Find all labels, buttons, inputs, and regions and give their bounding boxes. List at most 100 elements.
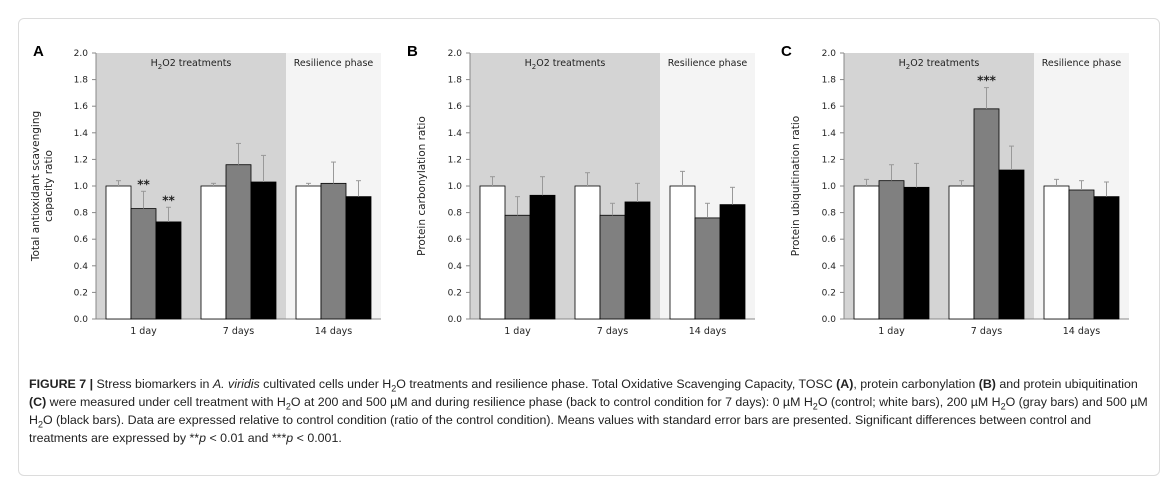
y-tick-label: 1.8 <box>822 76 837 86</box>
caption-text: at 200 and 500 µM and during resilience … <box>300 395 813 409</box>
figure-frame: H2O2 treatments Resilience phase 0.0 0.2 0.4… <box>18 18 1160 476</box>
x-tick-label: 14 days <box>1063 326 1101 337</box>
region-label-resilience: Resilience phase <box>668 58 748 69</box>
caption-ref-b: (B) <box>978 377 996 391</box>
y-axis-label: Protein ubiquitination ratio <box>790 116 802 256</box>
bar <box>574 185 601 320</box>
y-tick-label: 2.0 <box>448 49 463 59</box>
y-tick-label: 0.0 <box>74 315 89 325</box>
caption-text: (control; white bars), 200 µM H <box>827 395 1001 409</box>
y-tick-label: 1.2 <box>822 155 836 165</box>
bar <box>599 214 626 320</box>
caption-p-symbol: p <box>286 431 294 445</box>
x-tick-label: 7 days <box>971 326 1003 337</box>
region-label-treatments: H2O2 treatments <box>899 58 980 71</box>
bar <box>719 204 746 320</box>
caption-subscript: 2 <box>37 419 43 430</box>
y-tick-label: 1.6 <box>822 102 837 112</box>
y-tick-label: 1.0 <box>822 182 837 192</box>
caption-text: were measured under cell treatment with … <box>46 395 286 409</box>
bar <box>1093 196 1120 320</box>
caption-text: and protein ubiquitination <box>995 377 1138 391</box>
y-axis-label: Protein carbonylation ratio <box>416 116 428 256</box>
y-tick-label: 0.6 <box>822 235 837 245</box>
y-tick-label: 2.0 <box>74 49 89 59</box>
x-tick-label: 1 day <box>504 326 531 337</box>
bar <box>479 185 506 320</box>
region-label-resilience: Resilience phase <box>294 58 374 69</box>
y-tick-label: 0.4 <box>74 262 89 272</box>
bar <box>225 164 252 320</box>
y-tick-label: 1.6 <box>74 102 89 112</box>
y-tick-label: 0.0 <box>822 315 837 325</box>
y-tick-label: 0.2 <box>74 288 88 298</box>
bar <box>853 185 880 320</box>
x-tick-label: 14 days <box>315 326 353 337</box>
bar <box>1043 185 1070 320</box>
bar <box>973 108 1000 320</box>
y-tick-label: 1.0 <box>448 182 463 192</box>
figure-caption: FIGURE 7 | Stress biomarkers in A. virid… <box>29 375 1151 447</box>
bar <box>130 208 157 320</box>
y-tick-label: 0.4 <box>448 262 463 272</box>
caption-subscript: 2 <box>391 383 397 394</box>
y-tick-label: 0.2 <box>822 288 836 298</box>
y-tick-label: 1.2 <box>74 155 88 165</box>
caption-figure-label: FIGURE 7 | <box>29 377 94 391</box>
y-tick-label: 0.2 <box>448 288 462 298</box>
bar <box>295 185 322 320</box>
caption-ref-a: (A) <box>836 377 854 391</box>
y-tick-label: 0.8 <box>448 209 463 219</box>
panel-label-a: A <box>33 43 44 60</box>
bar <box>320 182 347 320</box>
x-tick-label: 14 days <box>689 326 727 337</box>
bar <box>903 186 930 320</box>
y-tick-label: 1.4 <box>74 129 89 139</box>
chart-a-svg: H2O2 treatments Resilience phase 0.0 0.2 0.4… <box>30 49 381 337</box>
bar <box>200 185 227 320</box>
bar <box>529 194 556 320</box>
bar <box>624 201 651 320</box>
chart-c-svg: H2O2 treatments Resilience phase 0.0 0.2 0.4… <box>790 49 1129 337</box>
panel-label-c: C <box>781 43 792 60</box>
bar <box>1068 189 1095 320</box>
panel-label-b: B <box>407 43 418 60</box>
bar <box>948 185 975 320</box>
caption-subscript: 2 <box>285 401 291 412</box>
significance-marker: ** <box>162 193 175 207</box>
y-tick-label: 1.2 <box>448 155 462 165</box>
region-label-resilience: Resilience phase <box>1042 58 1122 69</box>
y-tick-label: 0.6 <box>448 235 463 245</box>
y-tick-label: 0.8 <box>74 209 89 219</box>
caption-text: Stress biomarkers in <box>93 377 213 391</box>
caption-text: (black bars). Data are expressed relativ… <box>29 413 1091 445</box>
y-tick-label: 1.4 <box>448 129 463 139</box>
caption-ref-c: (C) <box>29 395 47 409</box>
x-tick-label: 1 day <box>130 326 157 337</box>
y-tick-label: 2.0 <box>822 49 837 59</box>
chart-b-svg: H2O2 treatments Resilience phase 0.0 0.2 0.4… <box>416 49 755 337</box>
bar <box>669 185 696 320</box>
x-tick-label: 7 days <box>597 326 629 337</box>
bar <box>250 181 277 320</box>
caption-text: O <box>42 413 53 427</box>
y-tick-label: 1.8 <box>74 76 89 86</box>
significance-marker: *** <box>977 74 997 88</box>
caption-species: A. viridis <box>212 377 260 391</box>
bar <box>878 180 905 320</box>
y-tick-label: 1.8 <box>448 76 463 86</box>
y-tick-label: 0.8 <box>822 209 837 219</box>
y-tick-label: 0.0 <box>448 315 463 325</box>
caption-text: O <box>817 395 828 409</box>
caption-text: O <box>1005 395 1016 409</box>
region-label-treatments: H2O2 treatments <box>151 58 232 71</box>
caption-p-symbol: p <box>199 431 207 445</box>
caption-text: (gray bars) and 500 µM H <box>29 395 1148 427</box>
y-tick-label: 1.4 <box>822 129 837 139</box>
bar <box>155 221 182 320</box>
y-axis-label: Total antioxidant scavengingcapacity rat… <box>30 111 55 262</box>
bar <box>105 185 132 320</box>
region-label-treatments: H2O2 treatments <box>525 58 606 71</box>
caption-text: O <box>396 377 406 391</box>
bar <box>998 169 1025 320</box>
